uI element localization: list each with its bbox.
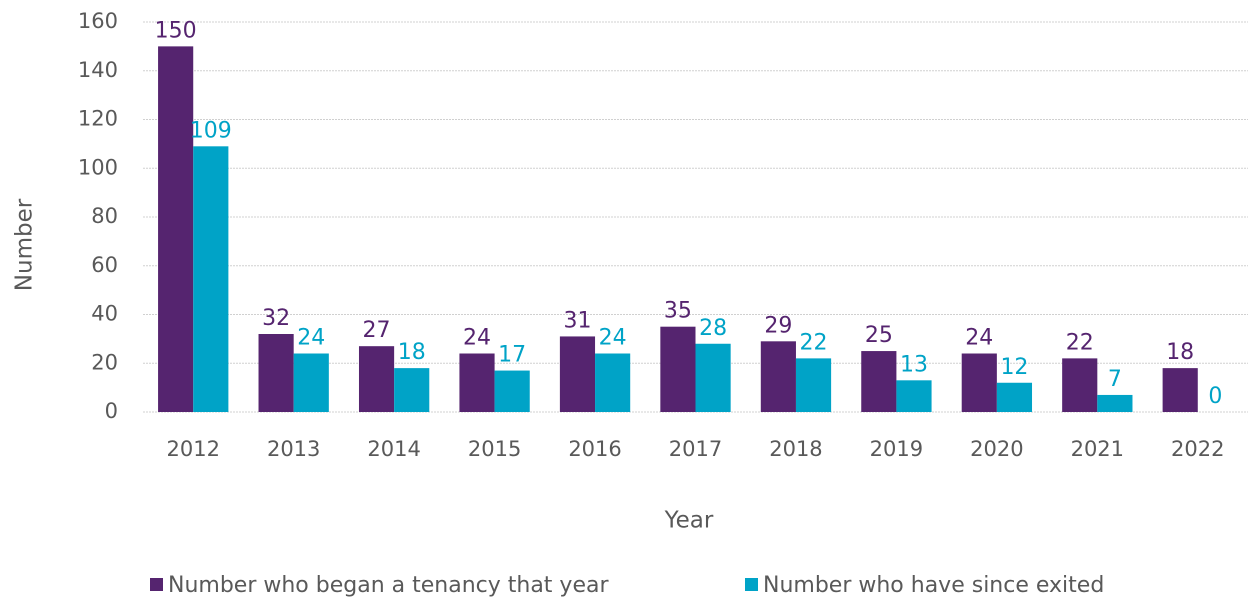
x-tick-label: 2020	[970, 437, 1023, 461]
bar	[394, 368, 430, 412]
bar	[695, 343, 731, 412]
legend-label: Number who began a tenancy that year	[168, 573, 609, 598]
legend-swatch	[150, 578, 163, 591]
data-label: 28	[699, 316, 727, 341]
bar	[896, 380, 932, 412]
data-label: 22	[800, 330, 828, 355]
bar	[1162, 368, 1198, 412]
x-tick-label: 2017	[669, 437, 722, 461]
data-label: 7	[1108, 367, 1122, 392]
y-tick-label: 20	[91, 350, 118, 374]
x-tick-label: 2018	[769, 437, 822, 461]
y-tick-label: 140	[78, 58, 118, 82]
bar	[961, 353, 997, 412]
x-tick-label: 2013	[267, 437, 320, 461]
x-tick-label: 2021	[1071, 437, 1124, 461]
data-label: 0	[1208, 384, 1222, 409]
data-label: 32	[262, 306, 290, 331]
x-tick-label: 2019	[870, 437, 923, 461]
x-tick-label: 2012	[167, 437, 220, 461]
x-tick-label: 2022	[1171, 437, 1224, 461]
data-label: 17	[498, 343, 526, 368]
bar	[1062, 358, 1098, 412]
data-label: 24	[599, 326, 627, 351]
data-label: 13	[900, 352, 928, 377]
bar	[795, 358, 832, 412]
bar	[158, 46, 194, 412]
bar	[358, 346, 395, 412]
bar	[258, 334, 294, 412]
y-tick-label: 0	[105, 399, 118, 423]
bar	[861, 351, 897, 412]
y-tick-label: 160	[78, 9, 118, 33]
data-label: 18	[398, 340, 426, 365]
data-label: 25	[865, 323, 893, 348]
data-label: 31	[563, 308, 591, 333]
data-label: 22	[1066, 330, 1094, 355]
data-label: 150	[155, 18, 197, 43]
x-tick-label: 2015	[468, 437, 521, 461]
data-label: 18	[1166, 340, 1194, 365]
bar	[193, 146, 229, 412]
x-tick-label: 2016	[568, 437, 621, 461]
bar	[559, 336, 596, 412]
data-label: 12	[1000, 355, 1028, 380]
y-axis-title: Number	[12, 198, 38, 291]
bar	[760, 341, 796, 412]
data-label: 109	[190, 118, 232, 143]
y-tick-label: 120	[78, 107, 118, 131]
x-tick-label: 2014	[367, 437, 420, 461]
data-label: 29	[764, 313, 792, 338]
bar	[595, 353, 631, 412]
data-label: 24	[965, 326, 993, 351]
legend-swatch	[745, 578, 758, 591]
data-label: 27	[363, 318, 391, 343]
y-tick-label: 40	[91, 302, 118, 326]
bar	[1097, 394, 1133, 412]
y-tick-label: 60	[91, 253, 118, 277]
data-label: 35	[664, 299, 692, 324]
data-label: 24	[297, 326, 325, 351]
y-tick-label: 80	[91, 204, 118, 228]
bar	[494, 370, 530, 412]
bar	[660, 326, 696, 412]
bar	[996, 382, 1033, 412]
x-axis-title: Year	[664, 508, 714, 534]
bar	[293, 353, 329, 412]
y-tick-label: 100	[78, 155, 118, 179]
bar	[459, 353, 495, 412]
legend-label: Number who have since exited	[763, 573, 1104, 598]
data-label: 24	[463, 326, 491, 351]
